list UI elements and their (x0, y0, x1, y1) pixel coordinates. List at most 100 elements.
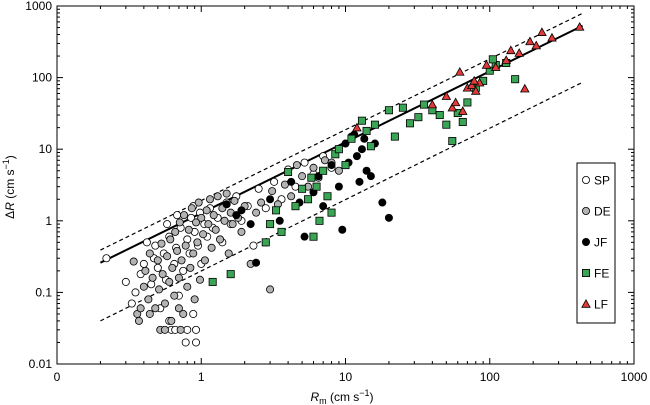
data-point-sp (183, 325, 192, 334)
data-point-de (194, 198, 203, 207)
series-de (129, 156, 343, 334)
data-point-fe (366, 142, 375, 151)
data-point-sp (179, 266, 188, 275)
data-point-sp (187, 213, 196, 222)
data-point-sp (153, 263, 162, 272)
data-point-lf (481, 60, 492, 69)
data-point-de (187, 204, 196, 213)
data-point-de (157, 239, 166, 248)
data-point-fe (458, 117, 467, 126)
data-point-de (175, 218, 184, 227)
data-point-sp (189, 309, 198, 318)
legend-label-de: DE (594, 205, 611, 219)
data-point-lf (352, 122, 362, 132)
data-point-sp (192, 325, 201, 334)
x-axis-label: Rm (cm s−1) (310, 388, 373, 405)
data-point-lf (519, 83, 530, 93)
data-point-fe (208, 277, 217, 286)
data-point-fe (347, 134, 356, 143)
data-point-jf (266, 195, 275, 204)
data-point-de (192, 218, 201, 227)
data-point-de (206, 195, 215, 204)
legend-label-lf: LF (594, 298, 608, 312)
data-point-de (151, 304, 160, 313)
data-point-de (202, 206, 211, 215)
data-point-fe (304, 195, 313, 204)
data-point-de (195, 275, 204, 284)
data-point-de (166, 235, 175, 244)
data-point-sp (192, 338, 201, 347)
data-point-sp (254, 184, 263, 193)
data-point-jf (300, 232, 309, 241)
data-point-fe (284, 168, 293, 177)
data-point-jf (334, 182, 343, 191)
data-point-de (139, 282, 148, 291)
data-point-de (228, 220, 237, 229)
data-point-de (222, 189, 231, 198)
data-point-fe (327, 208, 336, 217)
data-point-lf (466, 80, 477, 90)
data-point-fe (357, 116, 366, 125)
data-point-fe (309, 232, 318, 241)
fit-lines (99, 12, 584, 322)
data-point-fe (312, 182, 321, 191)
series-jf (222, 130, 393, 267)
data-point-de (213, 192, 222, 201)
data-point-fe (298, 184, 307, 193)
data-point-jf (237, 206, 246, 215)
data-point-sp (127, 299, 136, 308)
data-point-fe (511, 75, 520, 84)
data-point-de (174, 304, 183, 313)
data-point-fe (419, 100, 428, 109)
data-point-de (266, 285, 275, 294)
data-point-jf (287, 177, 296, 186)
data-point-de (160, 299, 169, 308)
data-point-de (179, 309, 188, 318)
data-point-de (144, 295, 153, 304)
data-point-lf (454, 66, 465, 76)
data-point-jf (222, 200, 231, 209)
dashed-bound-line (100, 12, 583, 251)
series-lf (352, 21, 585, 132)
legend: SP DE JF FE LF (576, 162, 616, 324)
data-point-fe (370, 120, 379, 129)
series-fe (208, 55, 520, 286)
x-tick-label: 10 (339, 370, 353, 384)
data-point-de (309, 163, 318, 172)
data-point-de (174, 273, 183, 282)
data-point-fe (226, 270, 235, 279)
data-point-lf (525, 36, 535, 46)
data-point-de (190, 295, 199, 304)
data-point-de (186, 263, 195, 272)
data-point-sp (121, 277, 130, 286)
data-point-jf (319, 202, 328, 211)
data-point-lf (531, 40, 542, 50)
data-point-de (165, 277, 174, 286)
data-point-de (177, 256, 186, 265)
data-point-sp (249, 241, 258, 250)
data-point-de (320, 156, 329, 165)
y-tick-label: 1000 (25, 0, 52, 13)
data-point-de (237, 227, 246, 236)
data-point-jf (384, 213, 393, 222)
data-point-jf (378, 198, 387, 207)
y-axis-label: ΔR (cm s−1) (1, 155, 17, 219)
data-point-fe (398, 103, 407, 112)
data-point-fe (323, 192, 332, 201)
data-point-de (257, 198, 266, 207)
data-point-fe (261, 238, 270, 247)
data-point-lf (547, 32, 557, 42)
x-tick-label: 100 (480, 370, 500, 384)
data-point-lf (490, 62, 501, 71)
data-point-fe (463, 98, 472, 107)
x-tick-label: 1 (198, 370, 205, 384)
data-point-jf (352, 152, 361, 161)
data-point-de (173, 246, 182, 255)
data-point-sp (173, 211, 182, 220)
data-point-lf (469, 75, 480, 85)
data-point-sp (102, 254, 111, 263)
data-point-fe (277, 227, 286, 236)
data-point-de (171, 227, 180, 236)
data-point-de (134, 316, 143, 325)
data-point-jf (327, 161, 336, 170)
